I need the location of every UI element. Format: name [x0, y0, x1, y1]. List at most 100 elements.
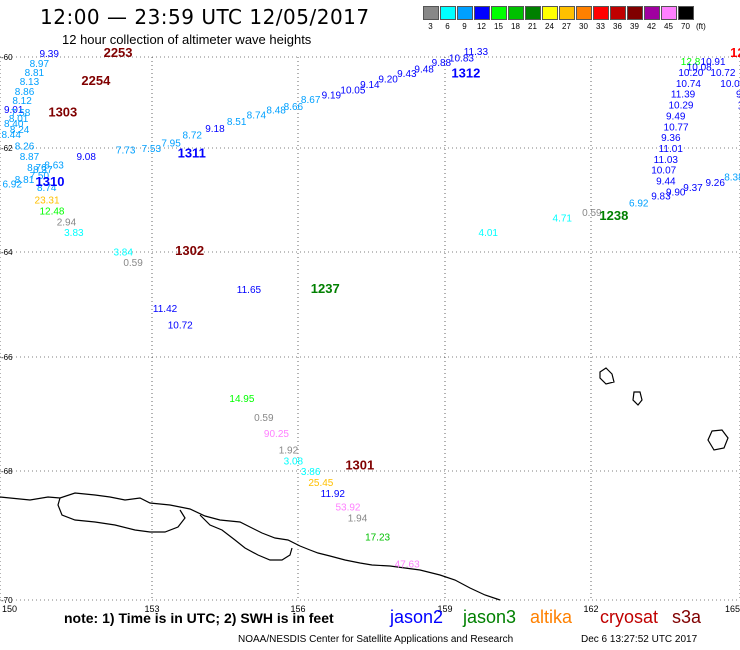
wave-height-reading: 8.67 [301, 95, 321, 106]
wave-height-reading: 12.8 [681, 57, 701, 68]
wave-height-reading: 9.90 [666, 187, 686, 198]
scale-swatch [626, 6, 643, 20]
coastline [0, 492, 501, 601]
wave-height-reading: 8.40 [4, 119, 24, 130]
wave-height-reading: 2.94 [57, 217, 77, 228]
island-outline [707, 429, 729, 451]
wave-height-reading: 10.77 [664, 122, 689, 133]
scale-label: 3 [428, 22, 433, 31]
scale-swatch [507, 6, 524, 20]
scale-label: 42 [647, 22, 656, 31]
wave-height-reading: 11.03 [654, 155, 679, 166]
coastline-inlet [57, 497, 186, 533]
satellite-legend-item: jason3 [463, 607, 517, 627]
wave-height-reading: 9.08 [76, 152, 96, 163]
scale-label: 24 [545, 22, 554, 31]
lat-label: -68 [1, 467, 13, 476]
scale-cell: 3 [422, 6, 439, 31]
scale-label: 36 [613, 22, 622, 31]
wave-height-reading: 8.86 [15, 87, 35, 98]
scale-label: 6 [445, 22, 450, 31]
scale-cell: 18 [507, 6, 524, 31]
scale-label: 9 [462, 22, 467, 31]
wave-height-reading: 7.95 [161, 139, 181, 150]
wave-height-reading: 8.81 [15, 175, 35, 186]
wave-height-reading: 7.73 [116, 146, 136, 157]
pass-time-label: 1310 [36, 174, 65, 189]
scale-cell: 24 [541, 6, 558, 31]
scale-swatch [677, 6, 694, 20]
wave-height-reading: 8.26 [15, 141, 35, 152]
wave-height-reading: 4.01 [479, 228, 499, 239]
pass-time-label: 1302 [175, 243, 204, 258]
pass-time-label: 1311 [178, 145, 206, 160]
scale-swatch [473, 6, 490, 20]
wave-height-reading: 9.43 [397, 69, 417, 80]
island-outline [599, 367, 615, 385]
scale-label: 27 [562, 22, 571, 31]
wave-height-reading: 6.92 [629, 198, 649, 209]
wave-height-reading: 8.74 [37, 183, 57, 194]
pass-time-label: 2253 [104, 45, 133, 60]
footer-note: note: 1) Time is in UTC; 2) SWH is in fe… [64, 610, 334, 626]
wave-height-reading: 23.31 [35, 196, 60, 207]
lon-label: 153 [144, 604, 159, 614]
wave-height-reading: 8.13 [20, 77, 40, 88]
scale-label: 30 [579, 22, 588, 31]
wave-height-reading: 9.83 [651, 191, 671, 202]
wave-height-reading: 9.39 [39, 49, 59, 60]
wave-height-reading: 8.63 [44, 160, 64, 171]
lat-label: -62 [1, 144, 13, 153]
wave-height-reading: 9.88 [432, 58, 452, 69]
scale-cell: 27 [558, 6, 575, 31]
map-subtitle: 12 hour collection of altimeter wave hei… [62, 32, 312, 47]
wave-height-reading: 0.59 [254, 413, 274, 424]
color-scale-legend: 3 6 9 12 15 18 21 24 27 30 33 36 39 42 45 70 (ft) [422, 6, 706, 31]
wave-height-reading: 9.26 [705, 178, 725, 189]
wave-height-reading: 12.48 [39, 206, 64, 217]
wave-height-reading: 25.45 [308, 478, 333, 489]
map-title: 12:00 — 23:59 UTC 12/05/2017 [40, 5, 370, 29]
wave-height-reading: 7.53 [142, 144, 162, 155]
scale-swatch [490, 6, 507, 20]
scale-label: 15 [494, 22, 503, 31]
scale-swatch [643, 6, 660, 20]
scale-cell: 21 [524, 6, 541, 31]
pass-time-label: 1312 [451, 66, 480, 81]
wave-height-reading: 8.01 [9, 114, 29, 125]
wave-height-reading: 10.05 [340, 85, 365, 96]
lat-label: -66 [1, 353, 13, 362]
wave-height-reading: 10.74 [676, 79, 701, 90]
wave-height-reading: 10.20 [678, 68, 703, 79]
wave-height-reading: 8.87 [20, 152, 40, 163]
satellite-legend-item: jason2 [390, 607, 444, 627]
scale-cell: 70 [677, 6, 694, 31]
satellite-legend-item: s3a [672, 607, 702, 627]
coastline-inlet [199, 514, 293, 561]
wave-height-reading: 10.83 [449, 53, 474, 64]
lon-label: 165 [725, 604, 740, 614]
wave-height-reading: 8.12 [12, 96, 32, 107]
scale-cell: 30 [575, 6, 592, 31]
pass-time-label: 1237 [311, 281, 340, 296]
wave-height-reading: 8.48 [266, 105, 286, 116]
lat-label: -70 [1, 596, 13, 605]
scale-swatch [422, 6, 439, 20]
scale-cell: 6 [439, 6, 456, 31]
wave-height-reading: 8.97 [30, 59, 50, 70]
wave-height-reading: 7.58 [11, 108, 31, 119]
wave-height-reading: 17.23 [365, 532, 390, 543]
wave-height-reading: 9.49 [666, 111, 686, 122]
wave-height-reading: 8.81 [25, 68, 45, 79]
scale-cell: 33 [592, 6, 609, 31]
scale-cell: 9 [456, 6, 473, 31]
wave-height-reading: 10.91 [701, 57, 726, 68]
wave-height-reading: 3.08 [284, 456, 304, 467]
wave-height-reading: 8.24 [10, 125, 30, 136]
scale-cell: 39 [626, 6, 643, 31]
scale-swatch [558, 6, 575, 20]
wave-height-reading: 90.25 [264, 429, 289, 440]
scale-swatch [524, 6, 541, 20]
wave-height-reading: 9.01 [4, 105, 24, 116]
wave-height-reading: 3.83 [64, 228, 84, 239]
